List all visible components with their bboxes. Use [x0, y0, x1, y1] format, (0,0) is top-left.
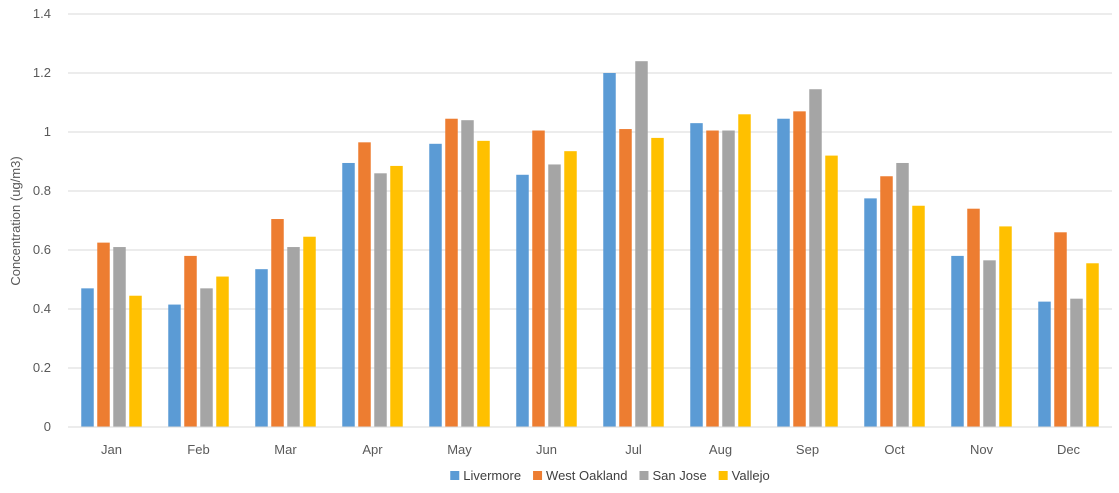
legend-label: Livermore: [463, 468, 521, 483]
bar-vallejo-jan: [129, 295, 142, 427]
legend-label: Vallejo: [732, 468, 770, 483]
x-tick-label: May: [447, 442, 472, 457]
legend-item-vallejo: Vallejo: [718, 468, 770, 483]
x-tick-label: Oct: [884, 442, 905, 457]
bar-vallejo-aug: [738, 114, 751, 428]
bar-livermore-may: [429, 143, 442, 428]
bar-san-jose-dec: [1070, 298, 1083, 427]
bar-san-jose-jun: [548, 164, 561, 427]
bar-vallejo-may: [477, 140, 490, 427]
bar-vallejo-mar: [303, 236, 316, 427]
bar-west-oakland-apr: [358, 142, 371, 427]
y-tick-label: 0: [44, 419, 51, 434]
x-tick-label: Nov: [970, 442, 994, 457]
bars: [81, 61, 1099, 428]
bar-west-oakland-sep: [793, 111, 806, 427]
bar-vallejo-dec: [1086, 263, 1099, 427]
legend-label: San Jose: [652, 468, 706, 483]
bar-san-jose-apr: [374, 173, 387, 427]
bar-vallejo-oct: [912, 205, 925, 427]
y-axis-title: Concentration (ug/m3): [8, 156, 23, 285]
bar-vallejo-jun: [564, 151, 577, 428]
x-tick-label: Apr: [362, 442, 383, 457]
x-tick-label: Sep: [796, 442, 819, 457]
y-tick-label: 0.6: [33, 242, 51, 257]
bar-west-oakland-dec: [1054, 232, 1067, 427]
x-tick-label: Jan: [101, 442, 122, 457]
bar-vallejo-feb: [216, 276, 229, 427]
bar-west-oakland-jun: [532, 130, 545, 427]
bar-west-oakland-nov: [967, 208, 980, 427]
bar-san-jose-mar: [287, 247, 300, 427]
bar-san-jose-may: [461, 120, 474, 427]
bar-livermore-aug: [690, 123, 703, 428]
bar-livermore-sep: [777, 118, 790, 427]
x-axis: Jan Feb Mar Apr May Jun Jul Aug Sep Oct Nov Dec: [68, 426, 1112, 457]
bar-livermore-nov: [951, 255, 964, 427]
legend-item-livermore: Livermore: [450, 468, 521, 483]
y-tick-label: 0.4: [33, 301, 51, 316]
y-tick-label: 1.4: [33, 6, 51, 21]
bar-west-oakland-jul: [619, 129, 632, 428]
legend-swatch: [639, 471, 649, 480]
bar-livermore-jun: [516, 174, 529, 427]
bar-west-oakland-jan: [97, 242, 110, 427]
bar-livermore-feb: [168, 304, 181, 427]
x-tick-label: Feb: [187, 442, 209, 457]
bar-san-jose-jan: [113, 247, 126, 427]
bar-livermore-jan: [81, 288, 94, 427]
bar-vallejo-nov: [999, 226, 1012, 427]
bar-san-jose-nov: [983, 260, 996, 427]
legend-swatch: [450, 471, 460, 480]
y-axis-ticks: 0 0.2 0.4 0.6 0.8 1 1.2 1.4: [33, 6, 51, 434]
bar-san-jose-oct: [896, 162, 909, 427]
bar-west-oakland-may: [445, 118, 458, 427]
legend-swatch: [533, 471, 543, 480]
x-tick-label: Aug: [709, 442, 732, 457]
legend-label: West Oakland: [546, 468, 627, 483]
legend-swatch: [718, 471, 728, 480]
bar-livermore-mar: [255, 269, 268, 427]
bar-livermore-jul: [603, 73, 616, 427]
x-tick-label: Dec: [1057, 442, 1081, 457]
y-tick-label: 1: [44, 124, 51, 139]
x-tick-label: Jul: [625, 442, 642, 457]
x-tick-label: Jun: [536, 442, 557, 457]
legend: Livermore West Oakland San Jose Vallejo: [450, 468, 770, 483]
legend-item-west-oakland: West Oakland: [533, 468, 627, 483]
y-tick-label: 1.2: [33, 65, 51, 80]
bar-west-oakland-oct: [880, 176, 893, 427]
bar-san-jose-jul: [635, 61, 648, 427]
bar-san-jose-aug: [722, 130, 735, 427]
bar-livermore-apr: [342, 162, 355, 427]
bar-west-oakland-feb: [184, 255, 197, 427]
bar-vallejo-sep: [825, 155, 838, 427]
bar-san-jose-feb: [200, 288, 213, 427]
bar-san-jose-sep: [809, 89, 822, 427]
bar-livermore-dec: [1038, 301, 1051, 427]
bar-vallejo-jul: [651, 137, 664, 427]
y-tick-label: 0.2: [33, 360, 51, 375]
y-tick-label: 0.8: [33, 183, 51, 198]
bar-west-oakland-aug: [706, 130, 719, 427]
bar-livermore-oct: [864, 198, 877, 427]
bar-vallejo-apr: [390, 165, 403, 428]
bar-west-oakland-mar: [271, 219, 284, 427]
x-tick-label: Mar: [274, 442, 297, 457]
gridlines: [68, 13, 1112, 369]
legend-item-san-jose: San Jose: [639, 468, 707, 483]
